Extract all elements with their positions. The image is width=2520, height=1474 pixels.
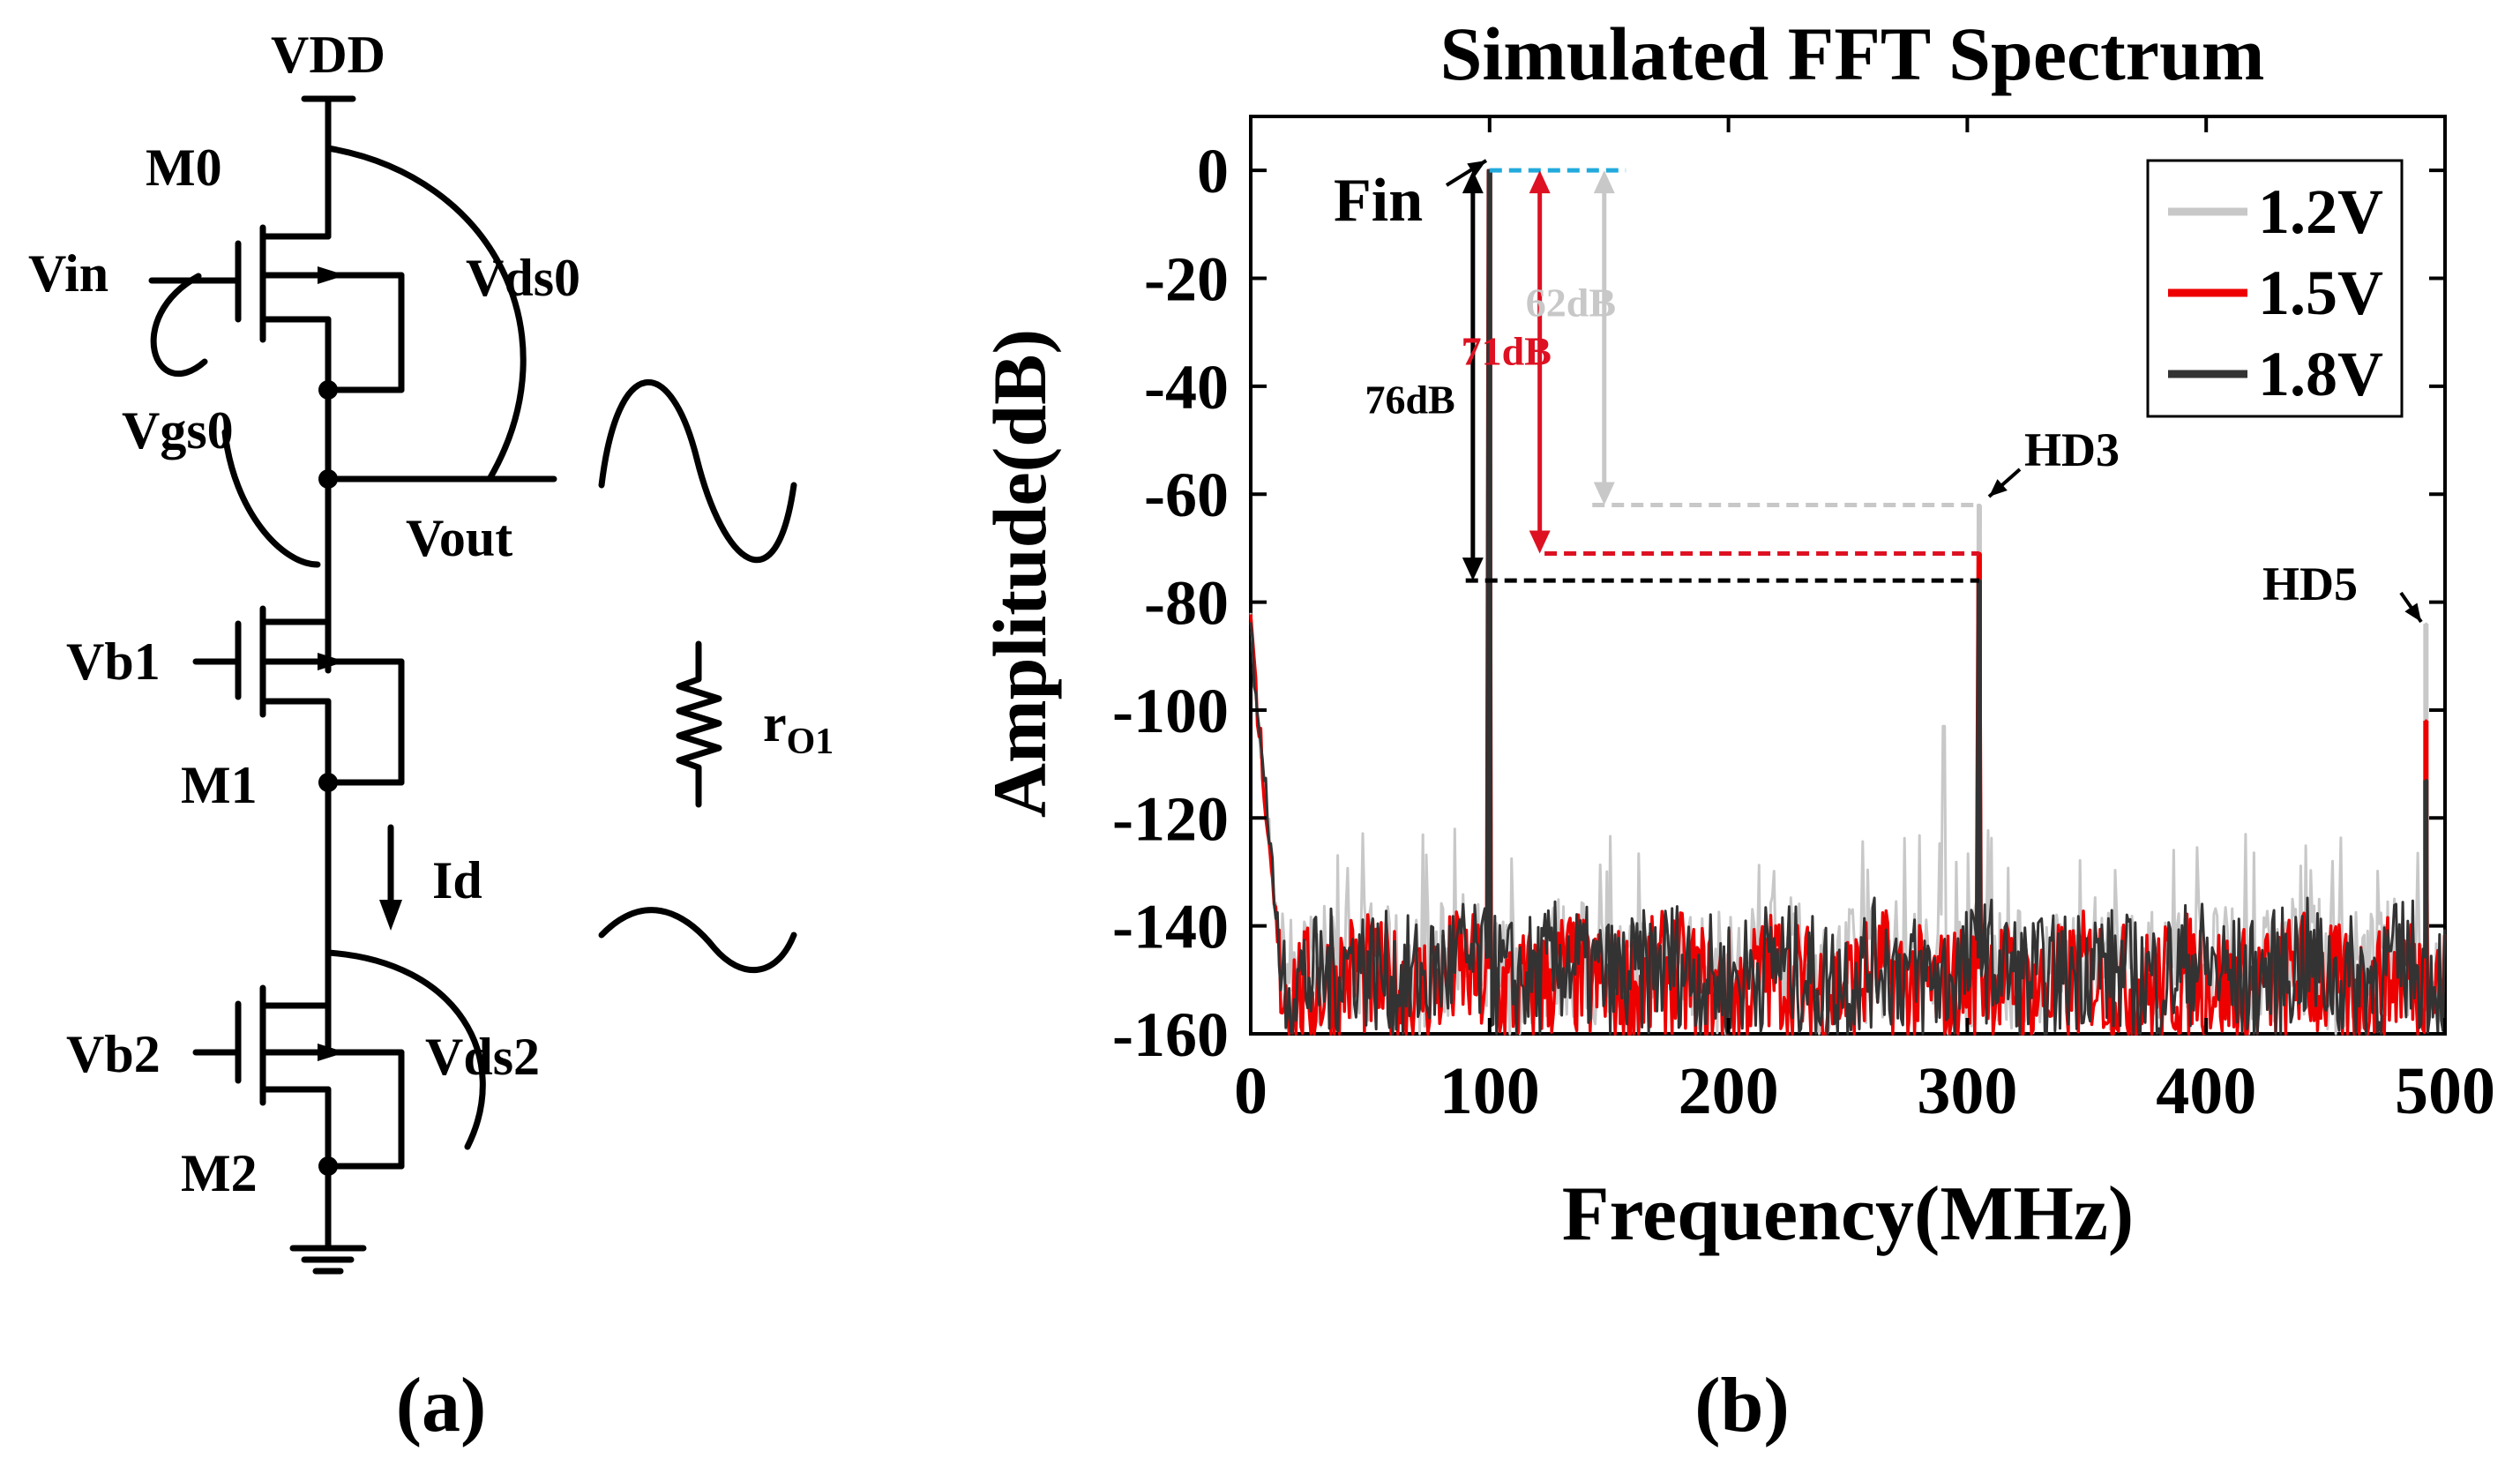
diff-label-1-2v: 62dB (1526, 280, 1616, 325)
x-tick-label: 500 (2395, 1054, 2495, 1128)
vds2-arc (325, 949, 486, 1150)
legend-label: 1.2V (2258, 176, 2383, 247)
y-tick-label: -20 (1144, 244, 1229, 315)
ground-icon (289, 1245, 367, 1275)
x-tick-300: 300 (1917, 116, 2017, 1128)
diff-arrow-1-8v (1462, 170, 1484, 581)
x-tick-400: 400 (2156, 116, 2256, 1128)
y-tick-label: -120 (1112, 783, 1229, 854)
label-ro-main: r (763, 694, 787, 752)
x-tick-label: 100 (1439, 1054, 1540, 1128)
y-tick-label: 0 (1197, 136, 1229, 206)
fin-pointer-arrow (1445, 159, 1488, 187)
label-id: Id (432, 851, 482, 909)
y-tick-label: -80 (1144, 568, 1229, 639)
label-vgs0: Vgs0 (122, 401, 234, 460)
caption-b: (b) (1694, 1363, 1790, 1448)
spectrum-traces (1249, 168, 2447, 1036)
sine-wave-large (598, 378, 797, 564)
label-ro-sub: O1 (787, 722, 834, 762)
resistor-icon (676, 640, 722, 808)
y-tick-label: -100 (1112, 676, 1229, 746)
label-m0: M0 (146, 138, 222, 197)
node-m0-source (318, 380, 338, 400)
label-vds2: Vds2 (425, 1028, 540, 1086)
circuit-labels: VDD M0 Vin Vds0 Vgs0 Vout Vb1 M1 Id Vb2 … (28, 26, 834, 1448)
vgs0-arc (150, 273, 208, 378)
y-tick--80: -80 (1144, 568, 2445, 639)
x-tick-label: 400 (2156, 1054, 2256, 1128)
y-tick-label: -160 (1112, 999, 1229, 1070)
x-tick-label: 0 (1234, 1054, 1267, 1128)
legend-label: 1.5V (2258, 258, 2383, 328)
legend-label: 1.8V (2258, 339, 2383, 409)
x-tick-200: 200 (1679, 116, 1779, 1128)
sine-wave-small (598, 907, 797, 973)
chart-axes: 0 100 200 300 400 500 0 -20 -40 -60 -80 -100 -120 -14… (1112, 116, 2495, 1128)
diff-arrow-1-5v (1529, 170, 1551, 554)
x-tick-500: 500 (2395, 116, 2495, 1128)
diff-label-1-5v: 71dB (1462, 328, 1552, 373)
series-line-1.5V (1249, 168, 2447, 1036)
annotation-hd5: HD5 (2262, 557, 2358, 610)
node-m1-source (318, 773, 338, 792)
y-tick-label: -140 (1112, 892, 1229, 962)
label-m1: M1 (181, 756, 258, 814)
chart-title: Simulated FFT Spectrum (1440, 11, 2265, 96)
x-tick-0: 0 (1234, 116, 1267, 1128)
x-tick-100: 100 (1439, 116, 1540, 1128)
y-tick-label: -60 (1144, 460, 1229, 530)
y-tick--100: -100 (1112, 676, 2445, 746)
x-tick-label: 200 (1679, 1054, 1779, 1128)
vds0-arc (325, 145, 527, 483)
m2-transistor (192, 984, 405, 1252)
legend-item-1.8V: 1.8V (2168, 339, 2383, 409)
label-vds0: Vds0 (466, 249, 580, 307)
y-axis-label: Amplitude(dB) (977, 329, 1062, 818)
m1-transistor (192, 605, 405, 1053)
label-vb2: Vb2 (66, 1025, 161, 1083)
vgs0-arc-lower (221, 429, 321, 568)
legend-item-1.2V: 1.2V (2168, 176, 2383, 247)
annotation-hd3: HD3 (2024, 423, 2120, 476)
hd3-pointer-arrow (1987, 468, 2022, 498)
y-tick-0: 0 (1197, 136, 2445, 206)
x-axis-label: Frequency(MHz) (1562, 1171, 2134, 1257)
y-tick--140: -140 (1112, 892, 2445, 962)
y-tick--120: -120 (1112, 783, 2445, 854)
y-tick--60: -60 (1144, 460, 2445, 530)
label-m2: M2 (181, 1144, 258, 1202)
diff-arrow-1-2v (1593, 170, 1615, 505)
y-tick-label: -40 (1144, 352, 1229, 423)
series-line-1.8V (1249, 168, 2446, 1036)
label-vin: Vin (28, 244, 108, 303)
y-tick--20: -20 (1144, 244, 2445, 315)
circuit-schematic (148, 95, 797, 1275)
diff-label-1-8v: 76dB (1365, 377, 1454, 422)
legend-item-1.5V: 1.5V (2168, 258, 2383, 328)
node-m2-source (318, 1156, 338, 1176)
annotation-fin: Fin (1334, 167, 1423, 235)
y-tick--40: -40 (1144, 352, 2445, 423)
hd5-pointer-arrow (2399, 591, 2423, 624)
x-tick-label: 300 (1917, 1054, 2017, 1128)
label-vdd: VDD (271, 26, 385, 84)
label-ro: rO1 (763, 694, 834, 762)
label-vb1: Vb1 (66, 632, 161, 691)
y-tick--160: -160 (1112, 999, 2445, 1070)
label-vout: Vout (406, 509, 512, 567)
chart-legend: 1.2V 1.5V 1.8V (2146, 159, 2404, 418)
caption-a: (a) (396, 1363, 487, 1448)
